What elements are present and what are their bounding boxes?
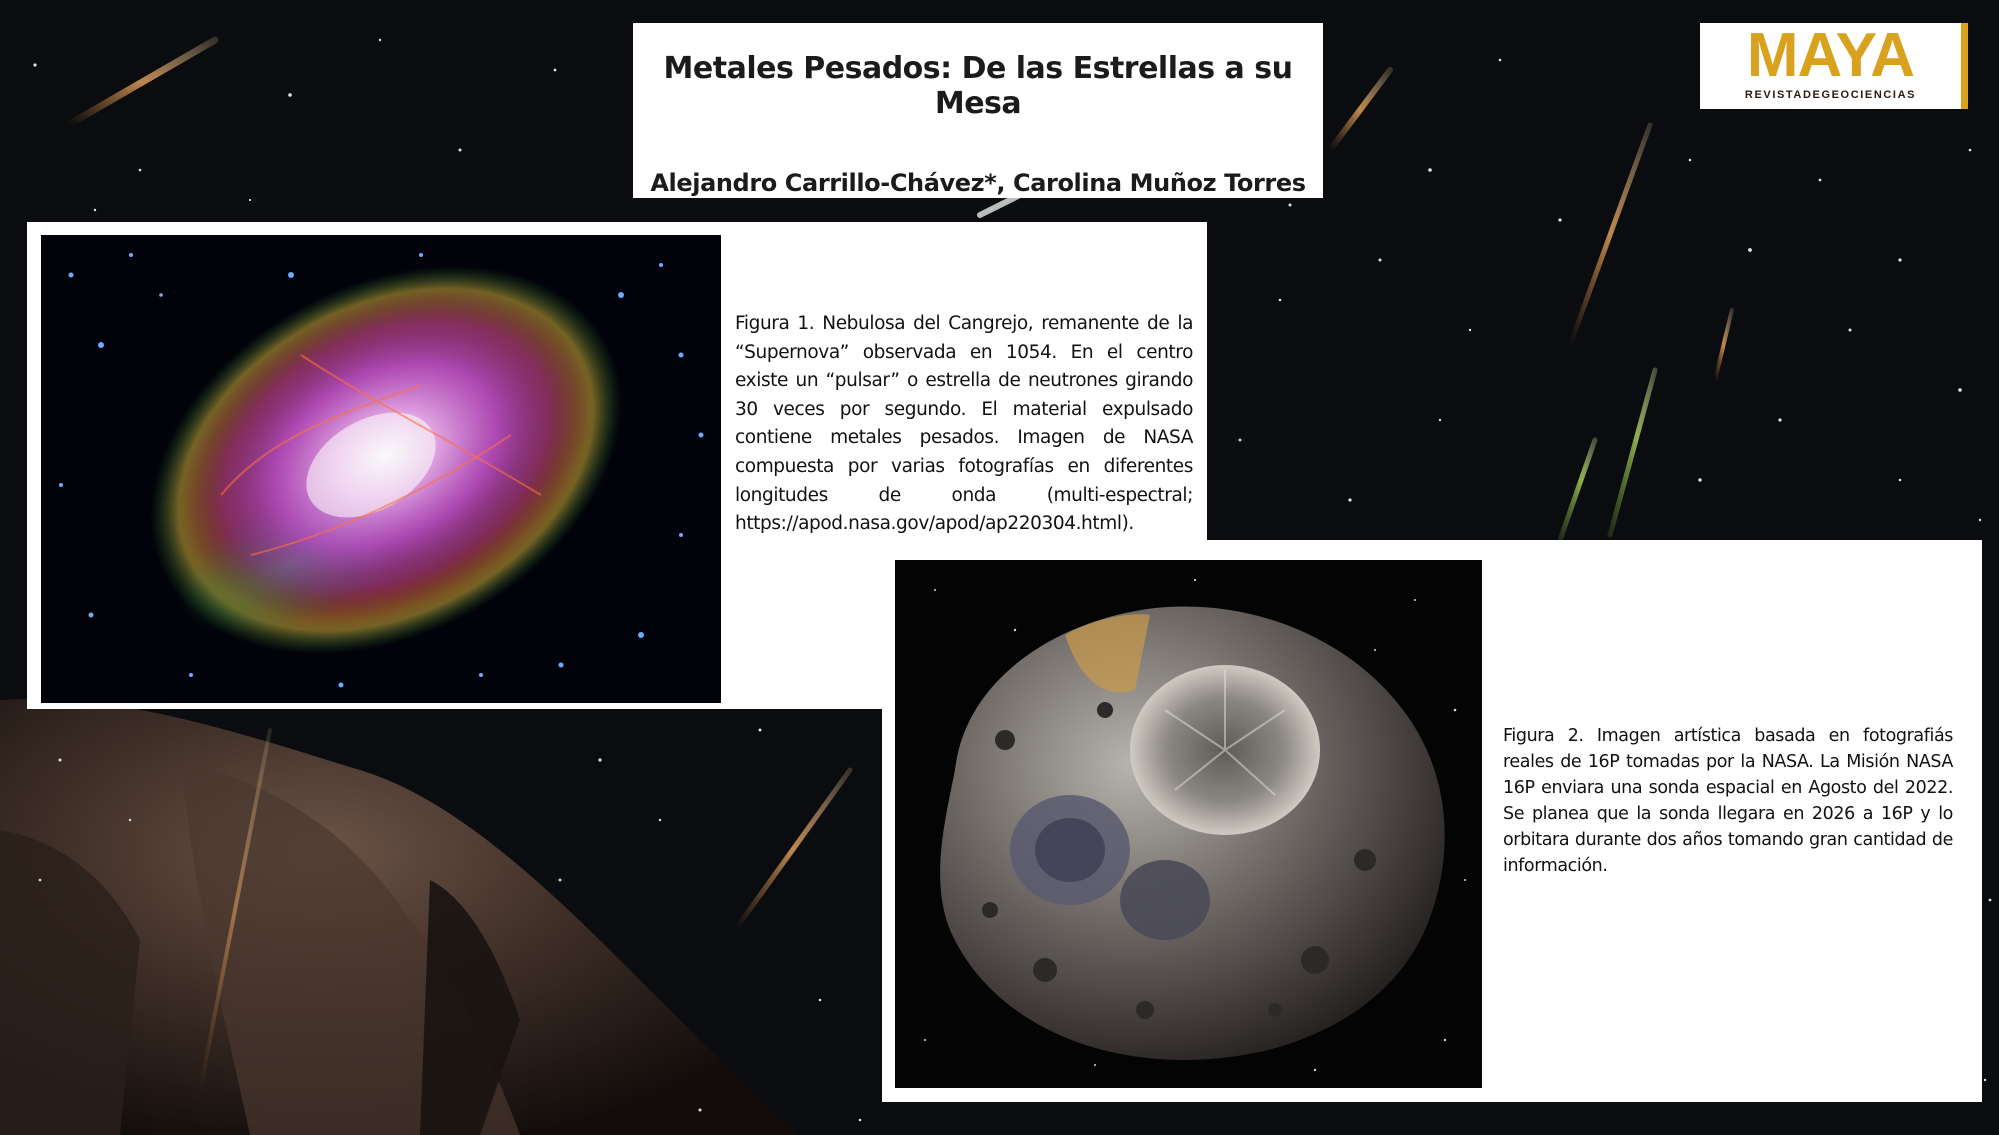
article-authors: Alejandro Carrillo-Chávez*, Carolina Muñ… [650,169,1306,197]
article-title: Metales Pesados: De las Estrellas a su M… [663,51,1293,121]
figure-1-caption: Figura 1. Nebulosa del Cangrejo, remanen… [735,313,1193,535]
crab-nebula-image [41,235,721,703]
maya-logo: MAYA REVISTADEGEOCIENCIAS [1700,23,1968,109]
logo-subtitle: REVISTADEGEOCIENCIAS [1744,89,1917,101]
asteroid-16p-image [895,560,1482,1088]
figure-2-panel: Figura 2. Imagen artística basada en fot… [882,540,1982,1102]
figure-2-caption: Figura 2. Imagen artística basada en fot… [1503,726,1953,876]
logo-wordmark: MAYA [1746,21,1915,90]
article-header: Metales Pesados: De las Estrellas a su M… [633,23,1323,198]
